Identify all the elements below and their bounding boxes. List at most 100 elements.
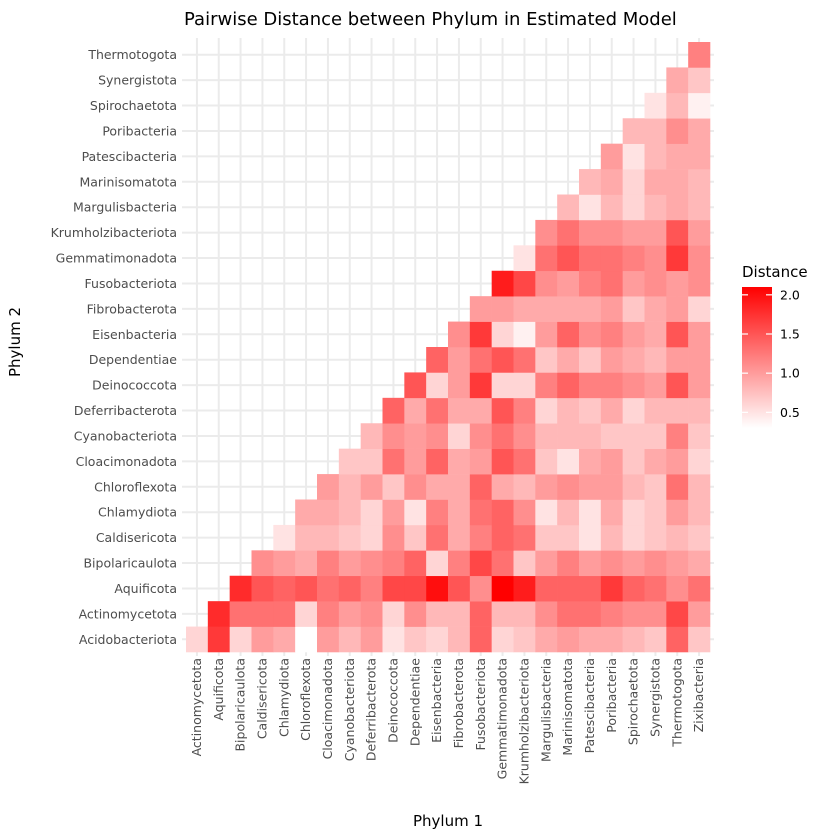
- heatmap-cell: [338, 626, 361, 653]
- heatmap-cell: [600, 169, 623, 195]
- heatmap-cell: [513, 448, 536, 475]
- heatmap-cell: [382, 474, 405, 500]
- heatmap-cell: [382, 397, 405, 424]
- heatmap-cell: [513, 575, 536, 602]
- heatmap-cell: [229, 601, 252, 627]
- y-tick-label: Cloacimonadota: [76, 454, 177, 469]
- heatmap-cell: [535, 601, 558, 627]
- heatmap-cell: [622, 499, 645, 526]
- heatmap-cell: [579, 372, 602, 399]
- x-tick-label: Chloroflexota: [298, 658, 313, 741]
- heatmap-cell: [600, 219, 623, 246]
- heatmap-cell: [469, 347, 492, 373]
- heatmap-cell: [579, 321, 602, 348]
- heatmap-cell: [535, 575, 558, 602]
- heatmap-cell: [666, 245, 689, 272]
- heatmap-cells: [186, 42, 711, 653]
- heatmap-cell: [448, 347, 471, 373]
- heatmap-cell: [644, 270, 667, 297]
- heatmap-cell: [295, 550, 318, 577]
- x-tick-label: Aquificota: [211, 658, 226, 721]
- heatmap-cell: [360, 601, 383, 627]
- heatmap-cell: [579, 550, 602, 577]
- heatmap-cell: [622, 550, 645, 577]
- heatmap-cell: [426, 601, 449, 627]
- heatmap-cell: [622, 296, 645, 322]
- x-tick-label: Marinisomatota: [560, 658, 575, 756]
- heatmap-cell: [469, 499, 492, 526]
- x-tick-label: Deferribacterota: [364, 658, 379, 761]
- heatmap-cell: [513, 397, 536, 424]
- heatmap-cell: [338, 448, 361, 475]
- heatmap-cell: [557, 626, 580, 653]
- x-tick-label: Fibrobacterota: [451, 658, 466, 748]
- x-tick-label: Spirochaetota: [626, 658, 641, 745]
- heatmap-cell: [491, 423, 514, 449]
- heatmap-cell: [688, 448, 711, 475]
- heatmap-cell: [404, 575, 427, 602]
- heatmap-cell: [557, 499, 580, 526]
- heatmap-cell: [557, 524, 580, 551]
- heatmap-cell: [491, 601, 514, 627]
- heatmap-cell: [426, 397, 449, 424]
- heatmap-cell: [644, 397, 667, 424]
- y-tick-label: Chloroflexota: [94, 479, 177, 494]
- heatmap-cell: [426, 423, 449, 449]
- x-tick-label: Actinomycetota: [189, 658, 204, 756]
- x-axis-title: Phylum 1: [413, 812, 483, 830]
- x-tick-label: Bipolaricaulota: [233, 658, 248, 752]
- heatmap-cell: [317, 499, 340, 526]
- heatmap-cell: [666, 499, 689, 526]
- heatmap-cell: [382, 626, 405, 653]
- legend-tick-label: 1.5: [780, 327, 800, 342]
- heatmap-cell: [382, 524, 405, 551]
- heatmap-cell: [557, 372, 580, 399]
- heatmap-cell: [186, 626, 209, 653]
- y-tick-label: Poribacteria: [102, 123, 177, 138]
- heatmap-cell: [426, 575, 449, 602]
- heatmap-cell: [513, 550, 536, 577]
- heatmap-cell: [688, 575, 711, 602]
- heatmap-cell: [666, 118, 689, 144]
- heatmap-cell: [688, 347, 711, 373]
- x-tick-label: Cloacimonadota: [320, 658, 335, 759]
- x-tick-labels: Actinomycetota Aquificota Bipolaricaulota C…: [189, 658, 706, 785]
- heatmap-cell: [600, 245, 623, 272]
- heatmap-cell: [579, 499, 602, 526]
- heatmap-cell: [600, 575, 623, 602]
- heatmap-cell: [688, 245, 711, 272]
- heatmap-cell: [557, 347, 580, 373]
- heatmap-cell: [295, 499, 318, 526]
- heatmap-cell: [644, 118, 667, 144]
- x-tick-label: Gemmatimonadota: [495, 658, 510, 779]
- heatmap-cell: [469, 474, 492, 500]
- heatmap-cell: [535, 626, 558, 653]
- heatmap-cell: [688, 321, 711, 348]
- heatmap-cell: [579, 296, 602, 322]
- heatmap-cell: [666, 219, 689, 246]
- heatmap-cell: [666, 347, 689, 373]
- heatmap-cell: [644, 92, 667, 119]
- heatmap-cell: [579, 524, 602, 551]
- x-tick-label: Chlamydiota: [276, 658, 291, 737]
- heatmap-cell: [644, 575, 667, 602]
- heatmap-cell: [535, 448, 558, 475]
- heatmap-cell: [317, 524, 340, 551]
- heatmap-cell: [513, 321, 536, 348]
- heatmap-cell: [622, 321, 645, 348]
- heatmap-cell: [622, 372, 645, 399]
- chart-title: Pairwise Distance between Phylum in Esti…: [184, 9, 677, 30]
- heatmap-cell: [360, 550, 383, 577]
- heatmap-cell: [557, 219, 580, 246]
- x-tick-label: Poribacteria: [604, 658, 619, 733]
- heatmap-cell: [338, 499, 361, 526]
- y-tick-label: Deinococcota: [92, 378, 177, 393]
- heatmap-cell: [404, 499, 427, 526]
- heatmap-cell: [622, 423, 645, 449]
- heatmap-cell: [491, 347, 514, 373]
- heatmap-cell: [622, 143, 645, 170]
- heatmap-cell: [579, 397, 602, 424]
- heatmap-cell: [360, 474, 383, 500]
- heatmap-cell: [404, 397, 427, 424]
- heatmap-cell: [491, 575, 514, 602]
